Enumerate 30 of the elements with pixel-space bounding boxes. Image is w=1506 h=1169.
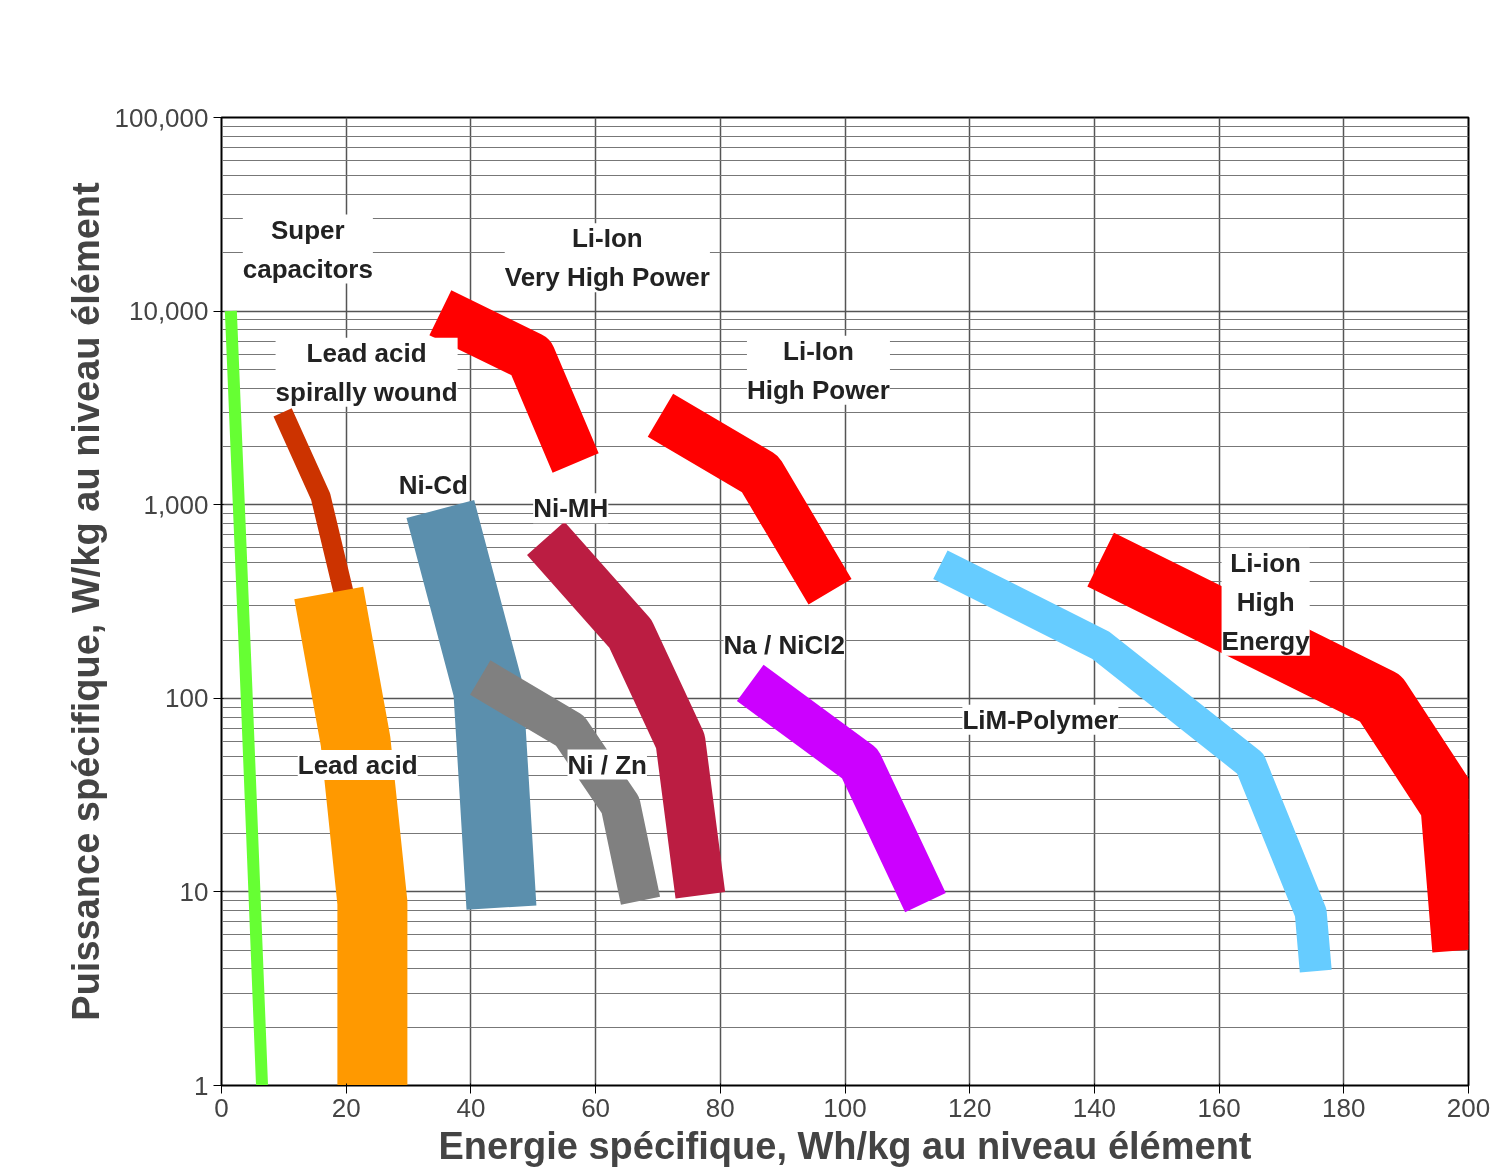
series-label: Lead acid spirally wound <box>275 337 458 407</box>
x-tick-label: 140 <box>1072 1092 1117 1123</box>
x-tick-label: 160 <box>1197 1092 1241 1123</box>
series-label: Na / NiCl2 <box>723 629 845 660</box>
x-tick-label: 200 <box>1446 1092 1491 1123</box>
x-tick-label: 120 <box>948 1092 992 1123</box>
x-tick-label: 0 <box>214 1092 229 1123</box>
series-label: Super capacitors <box>242 214 373 284</box>
series-label: Ni-Cd <box>398 470 469 501</box>
x-axis-title: Energie spécifique, Wh/kg au niveau élément <box>438 1124 1252 1167</box>
y-tick-label: 10 <box>179 876 209 907</box>
series-label: Lead acid <box>297 749 418 780</box>
x-tick-label: 80 <box>705 1092 735 1123</box>
y-tick-label: 100 <box>165 683 209 714</box>
series-label: Li-ion High Energy <box>1221 547 1311 656</box>
text: Li-Ion High Power <box>746 335 890 405</box>
series-label: Ni / Zn <box>567 749 647 780</box>
y-tick-label: 1,000 <box>143 489 209 520</box>
x-tick-label: 20 <box>331 1092 361 1123</box>
y-tick-label: 100,000 <box>114 102 209 133</box>
y-tick-label: 10,000 <box>128 296 209 327</box>
y-axis-title: Puissance spécifique, W/kg au niveau élément <box>64 181 107 1021</box>
series-label: Ni-MH <box>533 493 609 524</box>
series-label: Li-Ion Very High Power <box>504 223 710 293</box>
x-tick-label: 60 <box>581 1092 611 1123</box>
y-tick-label: 1 <box>194 1070 209 1101</box>
x-tick-label: 40 <box>456 1092 486 1123</box>
x-tick-label: 100 <box>823 1092 867 1123</box>
x-tick-label: 180 <box>1322 1092 1366 1123</box>
series-label: LiM-Polymer <box>962 704 1119 735</box>
